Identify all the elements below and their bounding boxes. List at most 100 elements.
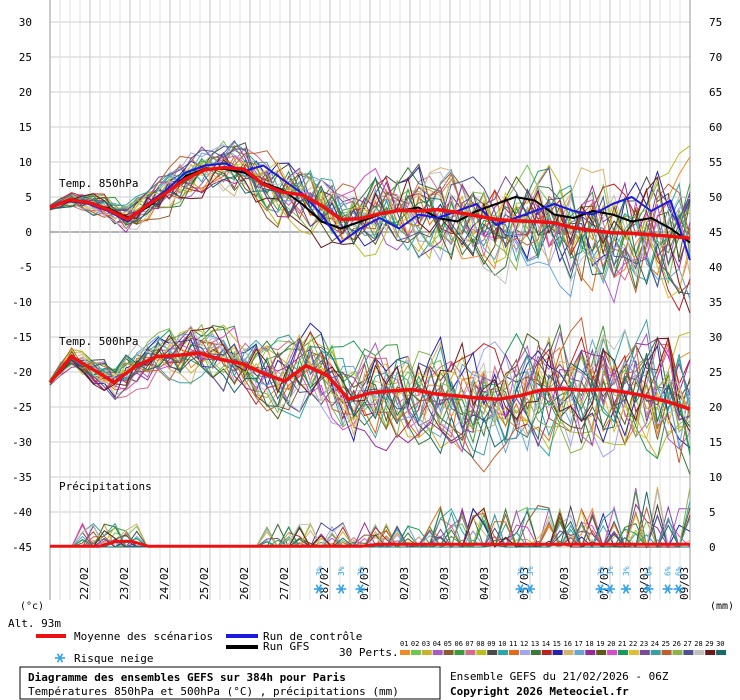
pert-500-line [49, 344, 691, 459]
left-tick-label: 10 [19, 156, 32, 169]
left-tick-label: -15 [12, 331, 32, 344]
snowflake-icon [621, 584, 631, 594]
legend: Moyenne des scénarios Run de contrôle Ru… [36, 630, 727, 665]
pert-number: 25 [662, 640, 670, 648]
snowflake-icon [515, 584, 526, 594]
pert-number: 14 [542, 640, 550, 648]
footer-subtitle: Températures 850hPa et 500hPa (°C) , pré… [28, 685, 399, 698]
pert-number: 15 [553, 640, 561, 648]
pert-850-line [49, 159, 691, 314]
pert-number: 05 [444, 640, 452, 648]
pert-swatch [607, 650, 618, 655]
right-tick-label: 55 [709, 156, 722, 169]
left-tick-label: 0 [25, 226, 32, 239]
left-tick-label: -45 [12, 541, 32, 554]
footer-run: Ensemble GEFS du 21/02/2026 - 06Z [450, 670, 669, 683]
pert-number: 01 [400, 640, 408, 648]
right-axis-unit: (mm) [710, 601, 734, 612]
left-tick-label: -5 [19, 261, 32, 274]
footer-copyright: Copyright 2026 Meteociel.fr [450, 685, 629, 698]
right-tick-label: 30 [709, 331, 722, 344]
pert-swatch [509, 650, 519, 655]
pert-swatch [487, 650, 498, 655]
x-tick-label: 26/02 [238, 567, 251, 600]
pert-number: 27 [683, 640, 691, 648]
right-tick-label: 5 [709, 506, 716, 519]
pert-swatch [563, 650, 574, 655]
pert-number: 28 [694, 640, 702, 648]
perturbation-legend: 01 02 03 04 05 06 07 08 09 10 11 12 13 14 15 16 17 18 19 20… [400, 640, 727, 655]
pert-number: 19 [596, 640, 604, 648]
snowflake-icon [355, 584, 366, 594]
x-tick-label: 02/03 [398, 567, 411, 600]
mean-500-line [48, 351, 691, 411]
pert-swatch [530, 650, 541, 655]
pert-number: 06 [455, 640, 463, 648]
pert-number: 20 [607, 640, 615, 648]
snow-risk-label: 3% [606, 566, 615, 576]
legend-perts-label: 30 Perts. [339, 646, 399, 659]
left-axis-unit: (°c) [20, 601, 44, 612]
pert-swatch [400, 650, 410, 655]
pert-swatch [443, 650, 454, 655]
legend-gfs-label: Run GFS [263, 640, 309, 653]
pert-number: 10 [498, 640, 506, 648]
pert-number: 21 [618, 640, 626, 648]
axes: 302520151050-5-10-15-20-25-30-35-40-4575… [12, 16, 722, 600]
pert-number: 22 [629, 640, 637, 648]
right-tick-label: 10 [709, 471, 722, 484]
pert-swatch [476, 650, 487, 655]
right-tick-label: 25 [709, 366, 722, 379]
altitude-label: Alt. 93m [8, 617, 61, 630]
pert-500-line [49, 316, 691, 473]
left-tick-label: -35 [12, 471, 32, 484]
left-tick-label: -20 [12, 366, 32, 379]
pert-swatch [498, 650, 509, 655]
x-tick-label: 08/03 [638, 567, 651, 600]
pert-swatch [410, 650, 421, 655]
pert-number: 23 [640, 640, 648, 648]
pert-number: 03 [422, 640, 430, 648]
x-tick-label: 03/03 [438, 567, 451, 600]
footer-title: Diagramme des ensembles GEFS sur 384h po… [28, 671, 346, 684]
pert-swatch [585, 650, 596, 655]
x-tick-label: 23/02 [118, 567, 131, 600]
t850-label: Temp. 850hPa [59, 177, 138, 190]
snowflake-icon [525, 584, 535, 594]
pert-500-line [49, 325, 691, 443]
right-tick-label: 35 [709, 296, 722, 309]
pert-swatch [672, 650, 683, 655]
pert-number: 07 [465, 640, 473, 648]
legend-snow-icon [55, 653, 65, 663]
pert-swatch [650, 650, 661, 655]
precip-label: Précipitations [59, 480, 152, 493]
x-tick-label: 24/02 [158, 567, 171, 600]
pert-swatch [618, 650, 628, 655]
snow-risk-label: 3% [315, 566, 324, 576]
right-tick-label: 40 [709, 261, 722, 274]
pert-swatch [519, 650, 530, 655]
left-tick-label: 15 [19, 121, 32, 134]
pert-850-line [49, 169, 691, 295]
chart-grid [49, 0, 691, 600]
pert-swatch [628, 650, 639, 655]
left-tick-label: 5 [25, 191, 32, 204]
x-tick-label: 22/02 [78, 567, 91, 600]
pert-500-line [49, 340, 691, 429]
snow-risk-label: 3% [337, 566, 346, 576]
pert-swatch [694, 650, 705, 655]
left-tick-label: -25 [12, 401, 32, 414]
legend-snow-label: Risque neige [74, 652, 153, 665]
x-tick-label: 25/02 [198, 567, 211, 600]
snow-risk-label: 3% [356, 566, 365, 576]
snow-risk-label: 6% [644, 566, 653, 576]
snow-risk-label: 6% [674, 566, 683, 576]
x-tick-label: 06/03 [558, 567, 571, 600]
pert-swatch [432, 650, 443, 655]
right-tick-label: 15 [709, 436, 722, 449]
legend-mean-label: Moyenne des scénarios [74, 630, 213, 643]
snowflake-icon [595, 584, 606, 594]
pert-swatch [716, 650, 727, 655]
pert-swatch [552, 650, 563, 655]
